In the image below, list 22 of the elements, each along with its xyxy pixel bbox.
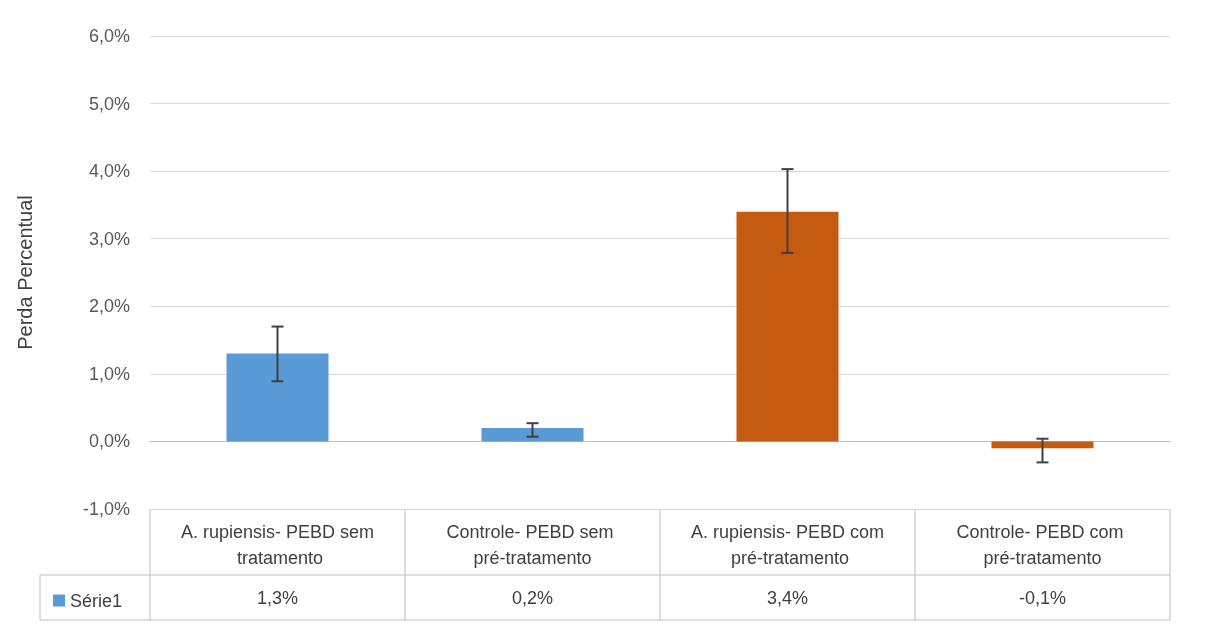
data-label: 0,2%	[511, 587, 554, 608]
bar	[481, 427, 584, 442]
y-tick-label: 3,0%	[88, 228, 130, 249]
y-tick-label: 0,0%	[88, 431, 130, 452]
x-tick-label: Controle- PEBD sem pré-tratamento	[446, 522, 619, 568]
y-tick-label: 1,0%	[88, 363, 130, 384]
data-label: 3,4%	[766, 587, 809, 608]
y-tick-label: 6,0%	[88, 26, 130, 46]
bar	[991, 441, 1094, 449]
y-tick-label: -1,0%	[82, 499, 130, 519]
bar	[226, 353, 329, 442]
y-tick-label: 5,0%	[88, 93, 130, 114]
y-tick-label: 2,0%	[88, 296, 130, 317]
x-tick-label: A. rupiensis- PEBD com pré-tratamento	[690, 522, 885, 568]
data-label: -0,1%	[1018, 587, 1067, 608]
x-tick-label: Controle- PEBD com pré-tratamento	[956, 522, 1129, 568]
y-axis-title: Perda Percentual	[14, 195, 36, 350]
bar	[736, 211, 839, 442]
x-tick-label: A. rupiensis- PEBD sem tratamento	[180, 522, 375, 568]
y-tick-label: 4,0%	[88, 161, 130, 182]
legend-label: Série1	[70, 590, 123, 611]
data-label: 1,3%	[256, 587, 299, 608]
